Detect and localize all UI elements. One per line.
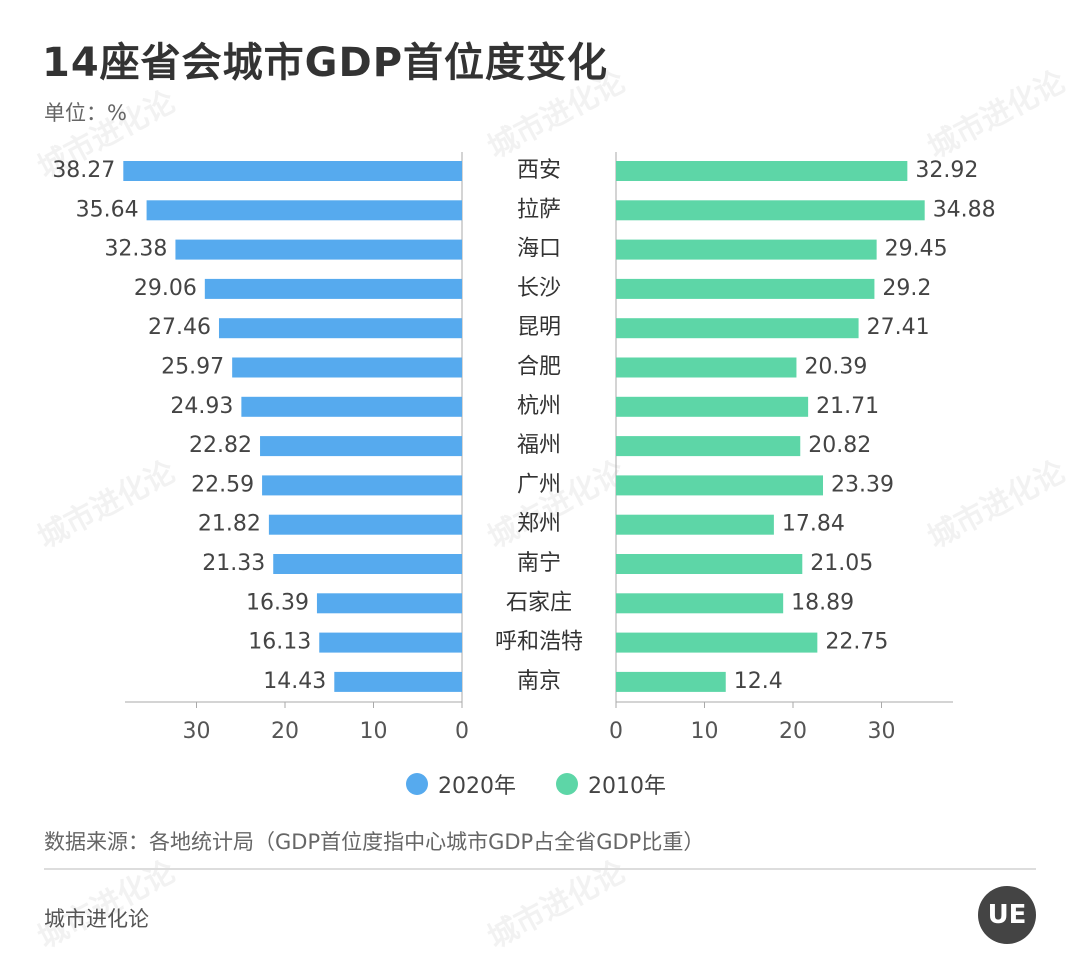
- category-label: 长沙: [517, 276, 561, 301]
- bar-2020: [316, 593, 462, 614]
- right-tick-label: 10: [691, 719, 719, 744]
- chart-title: 14座省会城市GDP首位度变化: [42, 40, 609, 86]
- footer-brand: 城市进化论: [44, 907, 149, 931]
- value-label-2020: 22.59: [191, 472, 254, 497]
- value-label-2020: 22.82: [189, 433, 252, 458]
- value-label-2020: 16.13: [248, 630, 311, 655]
- bar-2010: [616, 632, 818, 653]
- category-label: 广州: [517, 472, 561, 497]
- value-label-2010: 18.89: [791, 590, 854, 615]
- value-label-2010: 34.88: [933, 197, 996, 222]
- bar-2010: [616, 239, 877, 260]
- bar-2010: [616, 318, 859, 339]
- value-label-2020: 38.27: [52, 158, 115, 183]
- brand-logo: UE: [978, 886, 1036, 944]
- bar-2010: [616, 671, 726, 692]
- bar-2020: [218, 318, 462, 339]
- value-label-2010: 29.45: [885, 237, 948, 262]
- right-tick-label: 30: [868, 719, 896, 744]
- bar-2010: [616, 278, 875, 299]
- legend-label-2010: 2010年: [588, 774, 666, 799]
- bar-2010: [616, 514, 774, 535]
- legend-item-2010[interactable]: 2010年: [556, 768, 666, 800]
- logo-text: UE: [987, 900, 1027, 930]
- legend-swatch-2020: [406, 773, 428, 795]
- category-label: 南京: [517, 669, 561, 694]
- value-label-2020: 32.38: [104, 237, 167, 262]
- category-label: 福州: [517, 433, 561, 458]
- category-label: 拉萨: [517, 197, 561, 222]
- value-label-2010: 21.05: [810, 551, 873, 576]
- bar-2010: [616, 161, 908, 181]
- value-label-2020: 16.39: [246, 590, 309, 615]
- value-label-2010: 17.84: [782, 512, 845, 537]
- value-label-2010: 27.41: [867, 315, 930, 340]
- category-label: 海口: [517, 237, 561, 262]
- legend-swatch-2010: [556, 773, 578, 795]
- butterfly-bar-chart: 30 20 10 0 0 10 20 30 西安 38.27 32.92 拉萨 35.64 34.88 海口…: [52, 152, 996, 744]
- bar-2020: [334, 671, 462, 692]
- bar-2020: [232, 357, 462, 378]
- left-tick-label: 0: [455, 719, 469, 744]
- left-tick-label: 20: [271, 719, 299, 744]
- data-source-note: 数据来源：各地统计局（GDP首位度指中心城市GDP占全省GDP比重）: [44, 830, 705, 854]
- category-label: 郑州: [517, 512, 561, 537]
- watermark: 城市进化论: [32, 854, 182, 956]
- value-label-2020: 14.43: [263, 669, 326, 694]
- bar-2010: [616, 436, 801, 457]
- value-label-2010: 12.4: [734, 669, 783, 694]
- category-label: 西安: [517, 158, 561, 183]
- value-label-2010: 29.2: [882, 276, 931, 301]
- bar-2020: [319, 632, 462, 653]
- bar-2010: [616, 475, 824, 496]
- value-label-2020: 21.33: [202, 551, 265, 576]
- watermark: 城市进化论: [482, 854, 632, 956]
- bar-2020: [260, 436, 462, 457]
- value-label-2010: 20.82: [808, 433, 871, 458]
- bar-2010: [616, 554, 803, 574]
- right-tick-label: 0: [609, 719, 623, 744]
- bar-2010: [616, 200, 925, 221]
- category-label: 南宁: [517, 551, 561, 576]
- value-label-2020: 35.64: [76, 197, 139, 222]
- value-label-2020: 24.93: [170, 394, 233, 419]
- category-label: 石家庄: [506, 590, 572, 615]
- value-label-2020: 25.97: [161, 355, 224, 380]
- legend-item-2020[interactable]: 2020年: [406, 768, 516, 800]
- bar-2010: [616, 593, 784, 614]
- right-tick-label: 20: [779, 719, 807, 744]
- footer-divider: [44, 868, 1036, 870]
- bar-2020: [268, 514, 462, 535]
- bar-2020: [262, 475, 462, 496]
- bar-2010: [616, 357, 797, 378]
- value-label-2020: 29.06: [134, 276, 197, 301]
- unit-label: 单位：%: [44, 101, 127, 125]
- value-label-2010: 23.39: [831, 472, 894, 497]
- value-label-2020: 27.46: [148, 315, 211, 340]
- legend: 2020年 2010年: [0, 768, 1080, 804]
- bar-2010: [616, 396, 809, 417]
- category-label: 呼和浩特: [495, 630, 583, 655]
- category-label: 杭州: [517, 394, 561, 419]
- value-label-2010: 22.75: [825, 630, 888, 655]
- bar-2020: [146, 200, 462, 221]
- category-label: 合肥: [517, 355, 561, 380]
- value-label-2010: 21.71: [816, 394, 879, 419]
- category-label: 昆明: [517, 315, 561, 340]
- bar-2020: [241, 396, 462, 417]
- value-label-2010: 32.92: [915, 158, 978, 183]
- left-tick-label: 30: [183, 719, 211, 744]
- value-label-2010: 20.39: [804, 355, 867, 380]
- bar-2020: [273, 554, 462, 574]
- left-tick-label: 10: [360, 719, 388, 744]
- bar-2020: [175, 239, 462, 260]
- value-label-2020: 21.82: [198, 512, 261, 537]
- bar-2020: [123, 161, 463, 181]
- bar-2020: [204, 278, 462, 299]
- legend-label-2020: 2020年: [438, 774, 516, 799]
